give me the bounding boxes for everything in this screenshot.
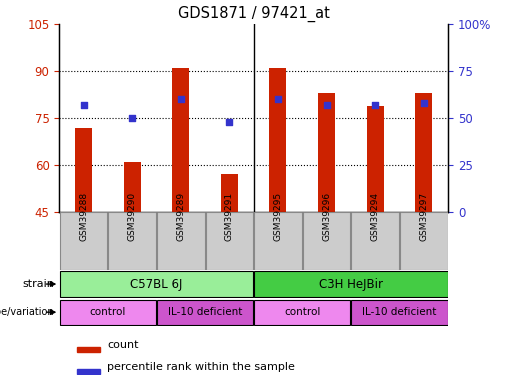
- Title: GDS1871 / 97421_at: GDS1871 / 97421_at: [178, 5, 330, 22]
- Point: [79, 102, 88, 108]
- Bar: [351, 212, 399, 270]
- Bar: [77, 346, 100, 352]
- Text: control: control: [284, 307, 320, 317]
- Bar: [318, 93, 335, 212]
- Bar: [367, 106, 384, 212]
- Text: genotype/variation: genotype/variation: [0, 307, 54, 317]
- Bar: [254, 272, 448, 297]
- Bar: [205, 212, 253, 270]
- Point: [322, 102, 331, 108]
- Text: GSM39295: GSM39295: [273, 192, 282, 241]
- Bar: [254, 212, 302, 270]
- Text: GSM39297: GSM39297: [419, 192, 428, 241]
- Bar: [303, 212, 350, 270]
- Text: GSM39289: GSM39289: [176, 192, 185, 241]
- Point: [177, 96, 185, 102]
- Bar: [60, 272, 253, 297]
- Text: C3H HeJBir: C3H HeJBir: [319, 278, 383, 291]
- Bar: [351, 300, 448, 325]
- Text: C57BL 6J: C57BL 6J: [130, 278, 183, 291]
- Point: [225, 119, 233, 125]
- Bar: [108, 212, 156, 270]
- Bar: [60, 300, 156, 325]
- Bar: [124, 162, 141, 212]
- Text: GSM39294: GSM39294: [371, 192, 380, 241]
- Text: count: count: [107, 340, 139, 350]
- Text: GSM39290: GSM39290: [128, 192, 136, 241]
- Bar: [221, 174, 238, 212]
- Bar: [254, 300, 350, 325]
- Bar: [415, 93, 432, 212]
- Text: GSM39288: GSM39288: [79, 192, 88, 241]
- Text: GSM39296: GSM39296: [322, 192, 331, 241]
- Text: percentile rank within the sample: percentile rank within the sample: [107, 362, 295, 372]
- Point: [420, 100, 428, 106]
- Text: strain: strain: [22, 279, 54, 289]
- Text: IL-10 deficient: IL-10 deficient: [362, 307, 437, 317]
- Bar: [400, 212, 448, 270]
- Text: GSM39291: GSM39291: [225, 192, 234, 241]
- Point: [371, 102, 379, 108]
- Bar: [75, 128, 92, 212]
- Bar: [77, 369, 100, 374]
- Bar: [157, 212, 204, 270]
- Bar: [269, 68, 286, 212]
- Bar: [60, 212, 107, 270]
- Point: [128, 115, 136, 121]
- Bar: [157, 300, 253, 325]
- Text: IL-10 deficient: IL-10 deficient: [168, 307, 242, 317]
- Point: [274, 96, 282, 102]
- Bar: [172, 68, 189, 212]
- Text: control: control: [90, 307, 126, 317]
